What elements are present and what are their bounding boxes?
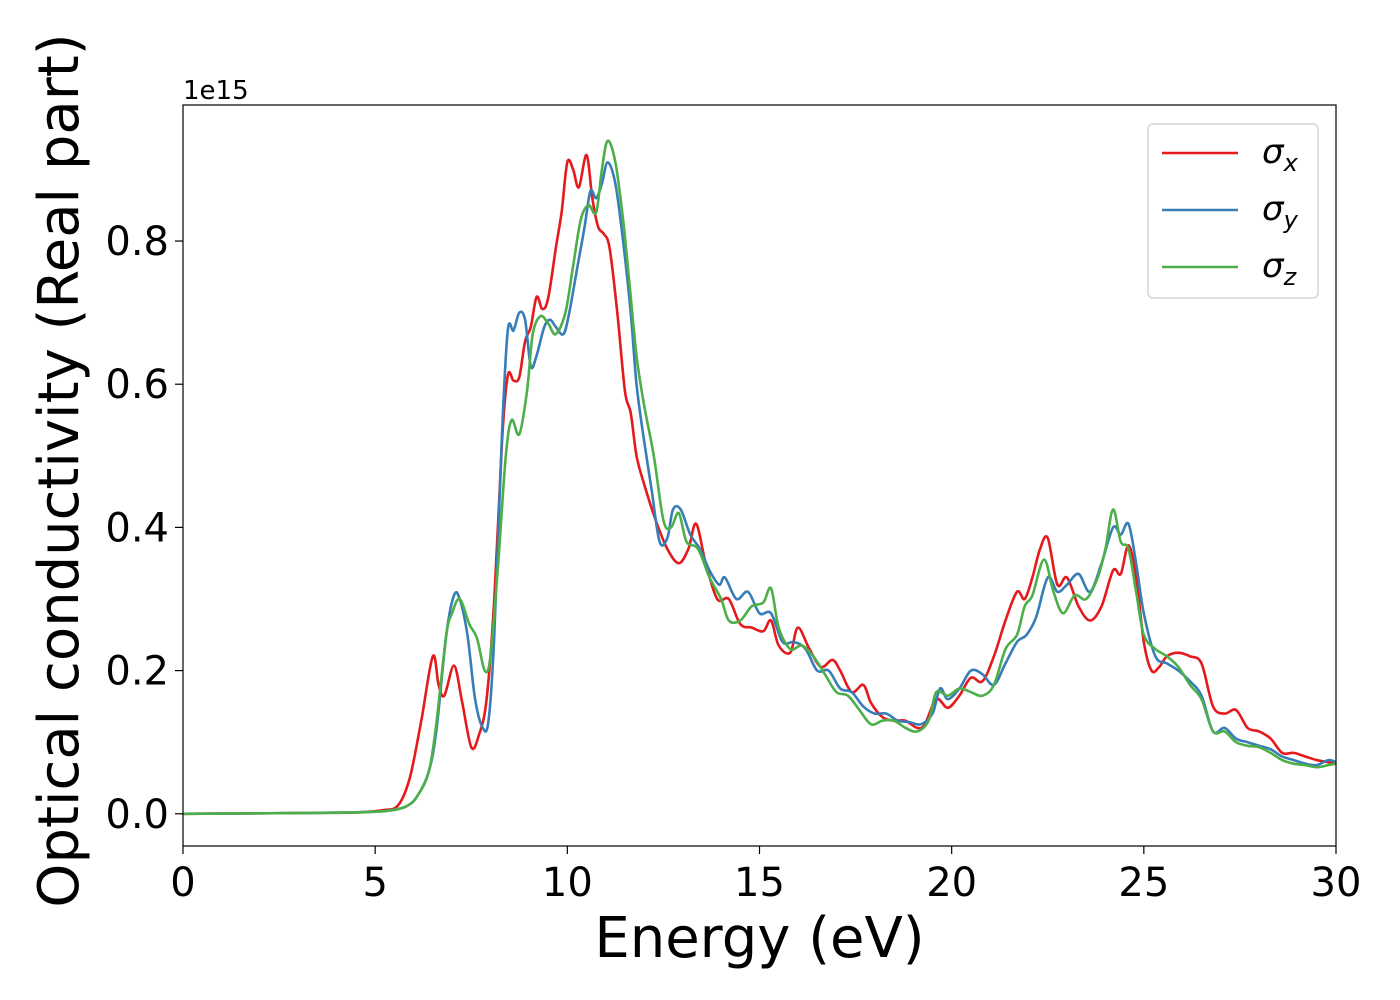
x-axis-label: Energy (eV) xyxy=(594,906,924,971)
x-tick-label: 20 xyxy=(926,860,977,906)
legend-label-y: σy xyxy=(1262,189,1299,234)
x-tick-label: 15 xyxy=(734,860,785,906)
x-tick-label: 30 xyxy=(1311,860,1362,906)
legend-label-z: σz xyxy=(1262,246,1298,291)
y-tick-label: 0.2 xyxy=(105,649,169,695)
series-layer xyxy=(183,139,1336,816)
y-axis-label: Optical conductivity (Real part) xyxy=(27,33,92,907)
y-tick-label: 0.4 xyxy=(105,505,169,551)
y-tick-label: 0.8 xyxy=(105,219,169,265)
legend-label-x: σx xyxy=(1262,132,1299,177)
y-offset-text: 1e15 xyxy=(183,76,249,106)
x-tick-label: 0 xyxy=(170,860,195,906)
x-tick-label: 25 xyxy=(1118,860,1169,906)
series-line-x xyxy=(183,153,1336,816)
series-line-y xyxy=(183,161,1336,816)
x-axis: 0 5 10 15 20 25 30 xyxy=(170,846,1361,906)
y-tick-label: 0.6 xyxy=(105,362,169,408)
x-tick-label: 5 xyxy=(362,860,387,906)
x-tick-label: 10 xyxy=(542,860,593,906)
series-line-z xyxy=(183,139,1336,816)
y-tick-label: 0.0 xyxy=(105,792,169,838)
legend: σx σy σz xyxy=(1147,123,1319,299)
y-axis: 0.0 0.2 0.4 0.6 0.8 xyxy=(105,219,183,838)
